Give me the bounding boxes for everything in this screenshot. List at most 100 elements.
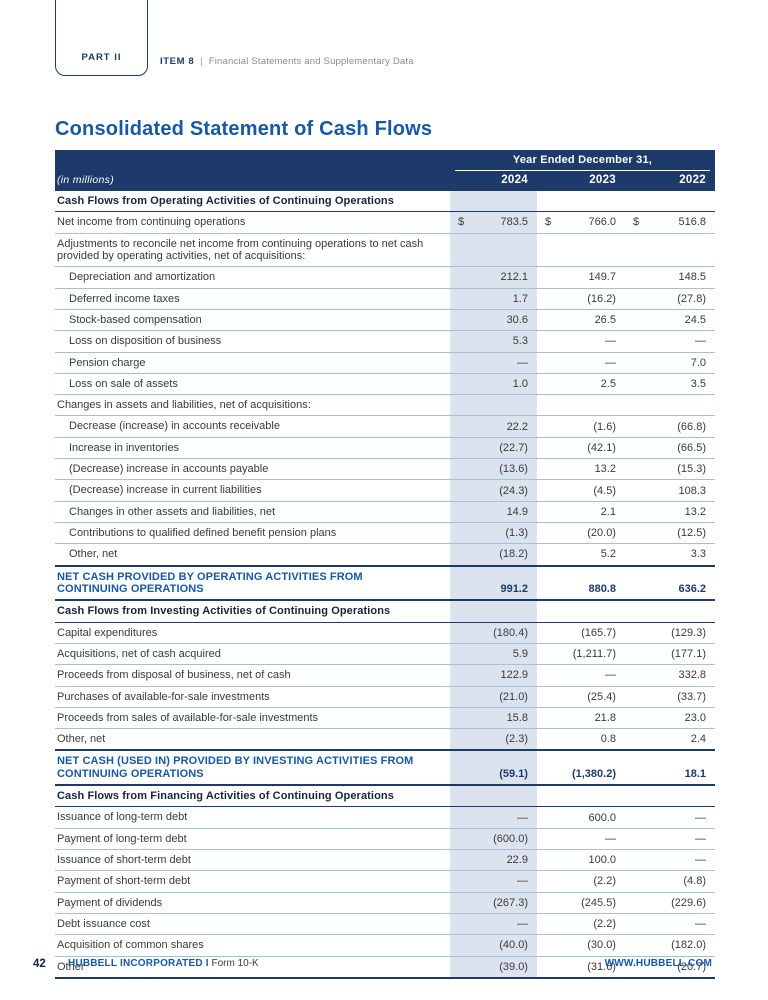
value-cell-2024: 1.7 bbox=[449, 288, 537, 310]
row-label: Other, net bbox=[57, 733, 106, 746]
value-cell-2024: 122.9 bbox=[449, 664, 537, 686]
table-row: Adjustments to reconcile net income from… bbox=[55, 233, 715, 267]
value-cell-2022: (33.7) bbox=[677, 690, 706, 703]
value-cell-2024: (2.3) bbox=[449, 728, 537, 751]
table-row: (Decrease) increase in current liabiliti… bbox=[55, 479, 715, 502]
table-row: Other, net (2.3) 0.8 2.4 bbox=[55, 728, 715, 751]
value-cell-2022: 18.1 bbox=[684, 768, 706, 781]
value-cell-2023: (245.5) bbox=[581, 896, 616, 909]
row-label: Purchases of available-for-sale investme… bbox=[57, 690, 270, 703]
row-value: 766.0 bbox=[588, 216, 616, 229]
period-header-cell: Year Ended December 31, bbox=[449, 150, 715, 171]
row-label: Changes in assets and liabilities, net o… bbox=[57, 399, 311, 412]
row-label: Deferred income taxes bbox=[69, 292, 180, 305]
value-cell-2024: (24.3) bbox=[449, 479, 537, 502]
value-cell-2023: (165.7) bbox=[581, 626, 616, 639]
value-cell-2023: — bbox=[604, 832, 616, 845]
value-cell-2023: 0.8 bbox=[600, 733, 616, 746]
table-row: Debt issuance cost — (2.2) — bbox=[55, 913, 715, 935]
row-label: Net income from continuing operations bbox=[57, 216, 246, 229]
row-value: 783.5 bbox=[500, 216, 528, 229]
table-row: Depreciation and amortization 212.1 149.7 1… bbox=[55, 266, 715, 289]
cash-flow-table-body: Cash Flows from Operating Activities of … bbox=[55, 191, 715, 978]
row-label: Acquisition of common shares bbox=[57, 939, 204, 952]
row-label: Other bbox=[57, 960, 85, 973]
year-column-2022: 2022 bbox=[624, 171, 715, 191]
value-cell-2022: (66.5) bbox=[677, 441, 706, 454]
value-cell-2023 bbox=[537, 600, 625, 622]
value-cell-2023: $766.0 bbox=[537, 212, 625, 233]
item-description: Financial Statements and Supplementary D… bbox=[208, 56, 414, 67]
value-cell-2022 bbox=[625, 600, 715, 622]
row-label: Proceeds from disposal of business, net … bbox=[57, 669, 291, 682]
value-cell-2022: — bbox=[695, 918, 706, 931]
breadcrumb-separator: | bbox=[200, 56, 203, 67]
value-cell-2023: (42.1) bbox=[587, 441, 616, 454]
footer-website: WWW.HUBBELL.COM bbox=[604, 958, 712, 969]
table-row: Proceeds from sales of available-for-sal… bbox=[55, 707, 715, 729]
value-cell-2024: (22.7) bbox=[449, 437, 537, 459]
value-cell-2022: 13.2 bbox=[684, 505, 706, 518]
table-row: Loss on disposition of business 5.3 — — bbox=[55, 330, 715, 352]
table-row: Contributions to qualified defined benef… bbox=[55, 522, 715, 544]
value-cell-2022: — bbox=[695, 811, 706, 824]
value-cell-2023 bbox=[537, 233, 625, 267]
value-cell-2024: 15.8 bbox=[449, 707, 537, 729]
value-cell-2024: 991.2 bbox=[449, 565, 537, 601]
row-label: Contributions to qualified defined benef… bbox=[69, 527, 337, 539]
table-row: Loss on sale of assets 1.0 2.5 3.5 bbox=[55, 373, 715, 395]
value-cell-2023: 600.0 bbox=[588, 811, 616, 824]
value-cell-2022: — bbox=[695, 832, 706, 845]
table-row: Capital expenditures (180.4) (165.7) (129.3… bbox=[55, 622, 715, 644]
value-cell-2022 bbox=[625, 233, 715, 267]
table-row: Proceeds from disposal of business, net … bbox=[55, 664, 715, 686]
value-cell-2023: 880.8 bbox=[588, 583, 616, 596]
value-cell-2022 bbox=[625, 785, 715, 807]
value-cell-2024: 22.9 bbox=[449, 849, 537, 871]
value-cell-2023: — bbox=[604, 335, 616, 348]
table-row: Stock-based compensation 30.6 26.5 24.5 bbox=[55, 309, 715, 331]
table-row: Net income from continuing operations $78… bbox=[55, 211, 715, 234]
item-breadcrumb: ITEM 8 | Financial Statements and Supple… bbox=[160, 56, 414, 67]
value-cell-2023: (1,380.2) bbox=[571, 768, 616, 781]
section-header-row: Cash Flows from Operating Activities of … bbox=[55, 191, 715, 212]
row-label: Decrease (increase) in accounts receivab… bbox=[69, 420, 280, 433]
value-cell-2024: — bbox=[449, 352, 537, 374]
value-cell-2023: (20.0) bbox=[587, 527, 616, 540]
value-cell-2022 bbox=[625, 191, 715, 212]
value-cell-2024: (1.3) bbox=[449, 522, 537, 544]
row-label: Loss on disposition of business bbox=[69, 335, 222, 348]
total-row: NET CASH PROVIDED BY OPERATING ACTIVITIE… bbox=[55, 565, 715, 601]
value-cell-2022: 332.8 bbox=[678, 669, 706, 682]
section-header-row: Cash Flows from Financing Activities of … bbox=[55, 785, 715, 807]
value-cell-2022: 2.4 bbox=[690, 733, 706, 746]
row-value: 516.8 bbox=[678, 216, 706, 229]
table-row: Changes in assets and liabilities, net o… bbox=[55, 394, 715, 416]
page-title: Consolidated Statement of Cash Flows bbox=[55, 118, 433, 141]
value-cell-2023: (25.4) bbox=[587, 690, 616, 703]
value-cell-2024: 5.3 bbox=[449, 330, 537, 352]
value-cell-2024: — bbox=[449, 870, 537, 893]
period-header-label: Year Ended December 31, bbox=[454, 150, 710, 171]
table-row: Acquisitions, net of cash acquired 5.9 (1,… bbox=[55, 643, 715, 665]
value-cell-2024 bbox=[449, 394, 537, 416]
row-label: Depreciation and amortization bbox=[69, 271, 216, 284]
row-label: Other, net bbox=[69, 548, 118, 561]
row-label: Issuance of long-term debt bbox=[57, 811, 188, 824]
value-cell-2022: (12.5) bbox=[677, 527, 706, 540]
row-label: Debt issuance cost bbox=[57, 917, 150, 930]
table-row: Other (39.0) (31.6) (20.7) bbox=[55, 956, 715, 978]
row-label: Changes in other assets and liabilities,… bbox=[69, 505, 276, 518]
value-cell-2023: (2.2) bbox=[593, 918, 616, 931]
value-cell-2022 bbox=[625, 395, 715, 416]
value-cell-2022: $516.8 bbox=[625, 212, 715, 233]
footer-company-line: HUBBELL INCORPORATED I Form 10-K bbox=[68, 958, 259, 969]
value-cell-2024: (18.2) bbox=[449, 543, 537, 566]
row-label: Stock-based compensation bbox=[69, 313, 202, 326]
value-cell-2024 bbox=[449, 785, 537, 807]
value-cell-2022: — bbox=[695, 335, 706, 348]
value-cell-2023: 2.1 bbox=[600, 505, 616, 518]
table-row: (Decrease) increase in accounts payable (… bbox=[55, 458, 715, 480]
row-label: Pension charge bbox=[69, 356, 146, 369]
value-cell-2024: (59.1) bbox=[449, 750, 537, 786]
